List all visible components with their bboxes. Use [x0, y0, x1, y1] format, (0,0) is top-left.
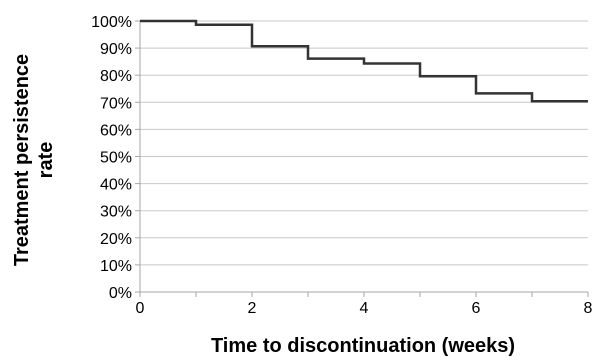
y-axis-title-line-2: rate: [35, 142, 57, 179]
y-tick-label-80: 80%: [100, 68, 132, 85]
y-tick-label-20: 20%: [100, 231, 132, 248]
y-tick-label-10: 10%: [100, 258, 132, 275]
y-axis-title-group: Treatment persistence rate: [11, 54, 57, 266]
x-axis-title: Time to discontinuation (weeks): [211, 335, 515, 357]
x-tick-label-8: 8: [584, 300, 593, 317]
x-tick-label-6: 6: [472, 300, 481, 317]
x-tick-label-0: 0: [136, 300, 145, 317]
axes: [135, 20, 589, 297]
gridlines: [140, 20, 588, 266]
y-axis-title-line-1: Treatment persistence: [11, 54, 33, 266]
y-tick-label-40: 40%: [100, 177, 132, 194]
y-tick-label-50: 50%: [100, 150, 132, 167]
y-tick-label-0: 0%: [109, 285, 132, 302]
x-tick-label-4: 4: [360, 300, 369, 317]
series-0-step-line: [140, 19, 588, 103]
y-tick-label-90: 90%: [100, 41, 132, 58]
y-tick-label-60: 60%: [100, 122, 132, 139]
y-tick-label-30: 30%: [100, 204, 132, 221]
series-layer: [140, 19, 588, 103]
y-tick-label-100: 100%: [91, 14, 132, 31]
x-tick-label-2: 2: [248, 300, 257, 317]
x-tick-labels: 0 2 4 6 8: [136, 300, 593, 317]
y-tick-labels: 0% 10% 20% 30% 40% 50% 60% 70% 80% 90% 100%: [91, 14, 132, 302]
y-tick-label-70: 70%: [100, 95, 132, 112]
